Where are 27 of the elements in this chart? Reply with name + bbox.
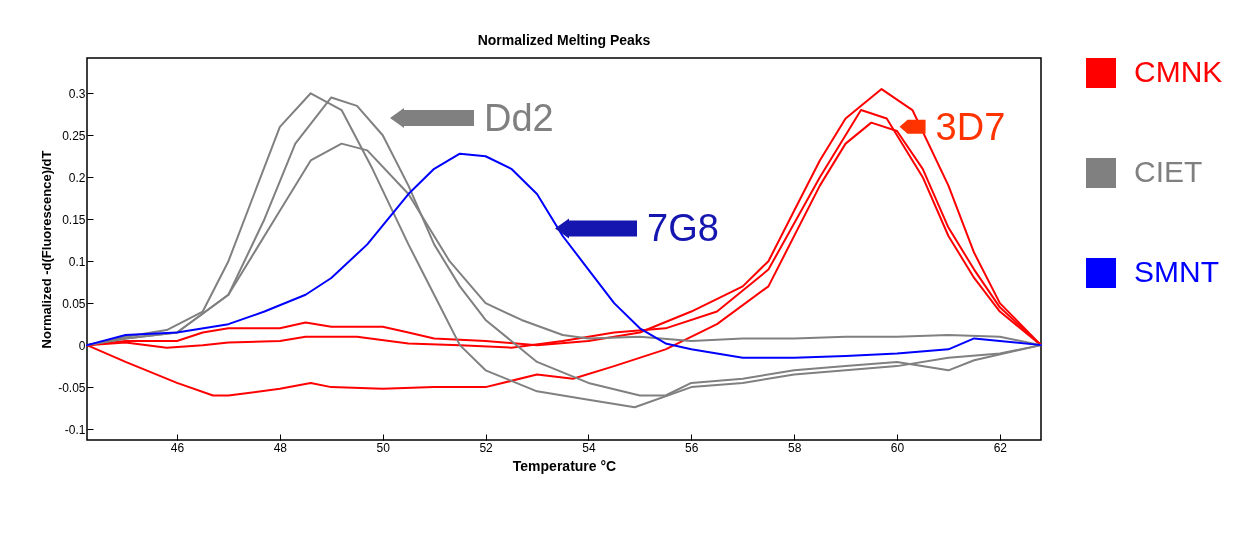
x-tick-label: 58	[787, 440, 802, 455]
y-axis-title: Normalized -d(Fluorescence)/dT	[39, 150, 55, 349]
y-tick-label: 0.25	[62, 128, 86, 143]
x-tick-label: 52	[479, 440, 494, 455]
y-tick-label: 0	[78, 338, 86, 353]
y-tick-label: 0.05	[62, 296, 86, 311]
x-tick-label: 56	[685, 440, 699, 455]
y-tick-label: 0.2	[68, 170, 86, 185]
legend-label: CMNK	[1134, 55, 1223, 88]
x-tick-label: 46	[170, 440, 185, 455]
y-tick-label: 0.1	[68, 254, 86, 269]
y-tick-label: -0.05	[58, 380, 86, 395]
annotation: 3D7	[935, 104, 1006, 149]
x-axis-title: Temperature °C	[512, 457, 617, 474]
annotation: 7G8	[647, 206, 719, 251]
y-tick-label: -0.1	[64, 422, 86, 437]
legend-label: SMNT	[1134, 255, 1219, 288]
x-tick-label: 60	[890, 440, 905, 455]
x-tick-label: 62	[993, 440, 1008, 455]
annotation: Dd2	[484, 96, 554, 140]
x-tick-label: 54	[582, 440, 596, 455]
y-tick-label: 0.3	[68, 86, 86, 101]
chart-title: Normalized Melting Peaks	[477, 32, 651, 48]
x-tick-label: 50	[376, 440, 391, 455]
legend-label: CIET	[1134, 155, 1203, 188]
x-tick-label: 48	[273, 440, 288, 455]
y-tick-label: 0.15	[62, 212, 86, 227]
